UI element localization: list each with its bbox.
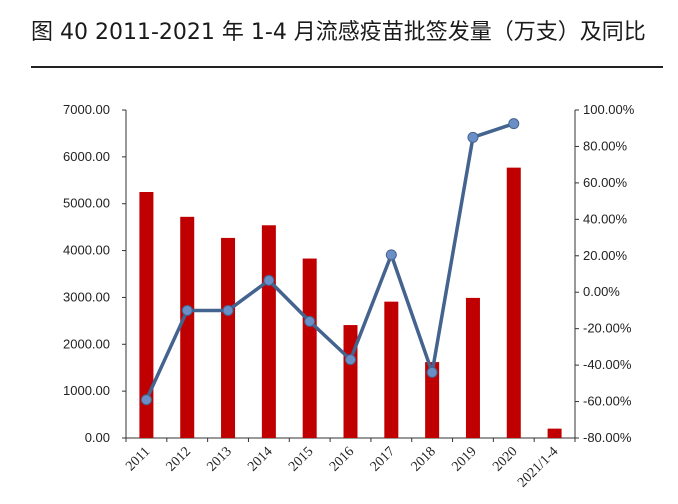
bar-2017: [384, 301, 399, 438]
point-2013: [222, 304, 234, 316]
right-tick-label: 80.00%: [583, 138, 628, 153]
point-2016: [345, 354, 356, 366]
left-tick-label: 7000.00: [63, 102, 110, 117]
title-rule: [31, 66, 663, 68]
bar-2019: [465, 297, 480, 438]
right-tick-label: -20.00%: [583, 321, 632, 336]
x-tick-label: 2018: [409, 444, 439, 474]
point-2011: [140, 394, 152, 406]
point-2015: [304, 315, 316, 327]
chart-title: 图 40 2011-2021 年 1-4 月流感疫苗批签发量（万支）及同比: [31, 20, 646, 45]
bar-2016: [343, 325, 358, 438]
bar-2012: [180, 216, 195, 438]
right-tick-label: -40.00%: [583, 357, 632, 372]
x-tick-label: 2021/1-4: [515, 444, 561, 490]
bars: [139, 167, 562, 439]
x-tick-label: 2015: [286, 444, 316, 474]
bar-2011: [139, 192, 154, 438]
right-tick-label: -60.00%: [583, 394, 632, 409]
x-tick-label: 2014: [245, 444, 275, 474]
point-2020: [508, 118, 520, 130]
right-tick-label: 20.00%: [583, 248, 628, 263]
yoy-line: [144, 122, 515, 401]
point-2018: [426, 366, 438, 378]
bar-2013: [221, 237, 236, 438]
left-tick-label: 3000.00: [63, 289, 110, 304]
bar-2020: [506, 167, 521, 439]
x-tick-label: 2016: [327, 444, 357, 474]
bar-2018: [425, 362, 440, 438]
left-tick-label: 0.00: [85, 430, 110, 445]
x-tick-label: 2020: [490, 444, 520, 474]
right-tick-label: 40.00%: [583, 211, 628, 226]
point-2019: [467, 131, 479, 143]
bar-2014: [261, 225, 276, 438]
x-tick-label: 2012: [164, 444, 194, 474]
x-tick-label: 2011: [123, 444, 153, 474]
left-tick-label: 4000.00: [63, 243, 110, 258]
right-tick-label: -80.00%: [583, 430, 632, 445]
bar-2021/1-4: [547, 428, 562, 438]
left-tick-label: 6000.00: [63, 149, 110, 164]
x-tick-label: 2013: [204, 444, 234, 474]
point-2014: [263, 274, 275, 286]
bar-2015: [302, 258, 317, 438]
left-tick-label: 1000.00: [63, 383, 110, 398]
x-tick-label: 2019: [449, 444, 479, 474]
point-2012: [181, 304, 193, 316]
line-series: [140, 118, 520, 406]
left-tick-label: 5000.00: [63, 196, 110, 211]
x-tick-label: 2017: [368, 444, 398, 474]
point-2017: [385, 249, 397, 261]
left-tick-label: 2000.00: [63, 336, 110, 351]
right-tick-label: 60.00%: [583, 175, 628, 190]
right-tick-label: 0.00%: [583, 284, 620, 299]
right-tick-label: 100.00%: [583, 102, 635, 117]
